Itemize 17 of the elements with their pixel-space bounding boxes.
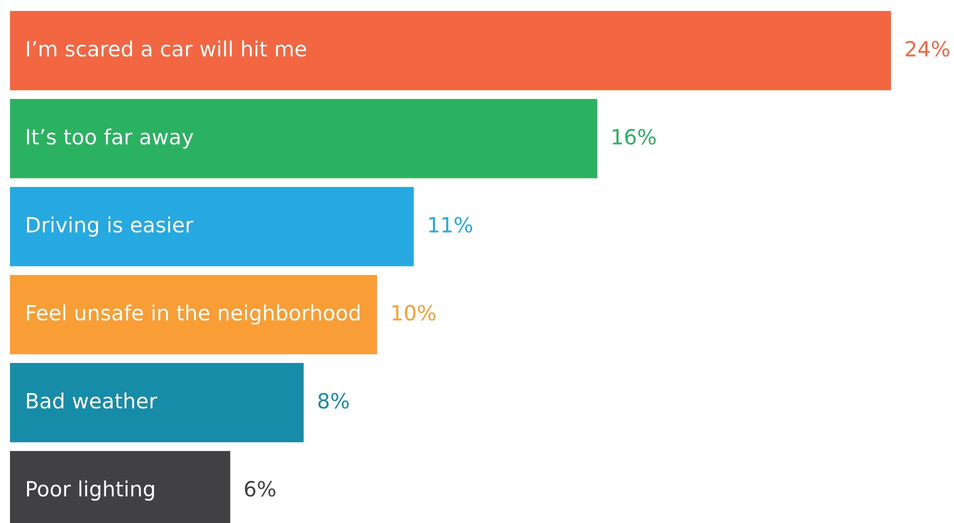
bar [10, 99, 598, 178]
data-label: 24% [906, 40, 950, 57]
data-label: 6% [244, 480, 276, 497]
y-tick-label: Bad weather [27, 392, 158, 409]
data-label: 8% [318, 392, 349, 409]
y-tick-label: I’m scared a car will hit me [27, 40, 306, 57]
data-label: 10% [392, 304, 436, 321]
data-label: 11% [429, 216, 472, 233]
bar [10, 187, 414, 266]
y-tick-label: Feel unsafe in the neighborhood [27, 304, 360, 325]
y-tick-label: Driving is easier [27, 216, 194, 237]
bar [10, 11, 891, 90]
y-tick-label: It’s too far away [27, 128, 194, 149]
bar [10, 363, 304, 442]
y-tick-label: Poor lighting [27, 480, 154, 501]
data-label: 16% [612, 128, 656, 145]
bar [10, 275, 378, 354]
